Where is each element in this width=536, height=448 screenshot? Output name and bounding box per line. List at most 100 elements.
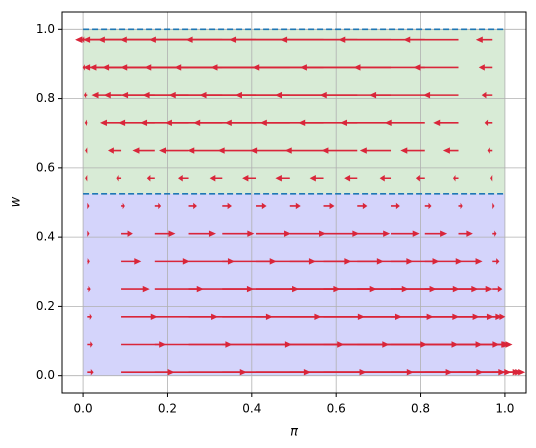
arrow xyxy=(87,341,93,348)
arrow xyxy=(492,285,503,293)
y-tick-label: 0.8 xyxy=(36,91,55,105)
arrow xyxy=(323,258,384,265)
arrow xyxy=(442,147,459,154)
arrow xyxy=(259,119,324,127)
arrow xyxy=(357,258,414,265)
x-tick-label: 0.4 xyxy=(242,402,261,416)
arrow xyxy=(379,175,392,182)
arrow xyxy=(154,285,204,293)
arrow xyxy=(423,91,459,99)
arrow xyxy=(413,64,459,71)
arrow xyxy=(433,119,459,127)
arrow xyxy=(224,119,290,127)
arrow xyxy=(193,119,257,127)
region xyxy=(83,193,505,376)
arrow xyxy=(492,369,512,376)
arrow xyxy=(87,230,90,237)
arrow xyxy=(492,230,497,237)
arrow xyxy=(353,64,425,71)
arrow xyxy=(481,91,493,99)
arrow xyxy=(87,202,90,210)
arrow xyxy=(458,285,493,293)
arrow xyxy=(99,119,122,127)
arrow xyxy=(87,285,91,293)
arrow xyxy=(256,230,292,237)
arrow xyxy=(309,175,324,182)
arrow xyxy=(250,147,290,154)
arrow xyxy=(209,175,223,182)
arrow xyxy=(484,119,493,127)
arrow xyxy=(492,313,506,320)
arrow xyxy=(391,258,440,265)
arrow xyxy=(188,230,216,237)
arrow xyxy=(146,175,155,182)
arrow xyxy=(256,202,267,210)
arrow xyxy=(492,202,495,210)
arrow xyxy=(359,147,392,154)
y-tick-label: 1.0 xyxy=(36,22,55,36)
arrow xyxy=(369,91,425,99)
arrow xyxy=(284,147,324,154)
arrow xyxy=(188,202,197,210)
arrow xyxy=(256,258,316,265)
arrow xyxy=(339,119,392,127)
arrow xyxy=(391,230,420,237)
x-tick-label: 0.2 xyxy=(158,402,177,416)
arrow xyxy=(187,147,223,154)
arrow xyxy=(458,341,513,348)
x-tick-label: 0.6 xyxy=(327,402,346,416)
arrow xyxy=(458,313,503,320)
y-tick-label: 0.4 xyxy=(36,230,55,244)
arrow xyxy=(289,202,301,210)
arrow xyxy=(475,36,493,43)
arrow xyxy=(121,341,167,348)
arrow xyxy=(121,313,158,320)
arrow xyxy=(415,175,425,182)
arrow xyxy=(280,36,392,43)
arrow xyxy=(275,91,358,99)
arrow xyxy=(492,258,500,265)
arrow xyxy=(121,285,150,293)
arrow xyxy=(357,230,391,237)
arrow xyxy=(298,119,358,127)
arrow xyxy=(222,230,255,237)
arrow xyxy=(424,230,448,237)
arrow xyxy=(289,230,327,237)
arrow xyxy=(154,202,162,210)
arrow xyxy=(154,230,176,237)
arrow xyxy=(154,313,219,320)
arrow xyxy=(107,147,122,154)
arrow xyxy=(492,341,509,348)
arrow xyxy=(458,230,473,237)
arrow xyxy=(453,175,459,182)
arrow xyxy=(121,202,125,210)
arrow xyxy=(357,202,368,210)
arrow xyxy=(116,175,122,182)
arrow xyxy=(121,230,133,237)
arrow xyxy=(85,147,88,154)
arrow xyxy=(84,119,88,127)
arrow xyxy=(321,147,358,154)
arrow xyxy=(87,258,90,265)
arrow xyxy=(384,119,425,127)
arrow xyxy=(217,147,257,154)
arrow xyxy=(289,258,352,265)
arrow xyxy=(344,175,358,182)
arrow xyxy=(299,64,392,71)
arrow xyxy=(275,175,290,182)
arrow xyxy=(490,175,493,182)
arrow xyxy=(487,147,493,154)
arrow xyxy=(400,147,425,154)
arrow xyxy=(121,258,142,265)
arrow xyxy=(87,313,92,320)
y-tick-label: 0.2 xyxy=(36,299,55,313)
arrow xyxy=(424,202,432,210)
arrow xyxy=(338,36,425,43)
arrow xyxy=(478,64,493,71)
region xyxy=(83,29,505,194)
arrow xyxy=(85,175,88,182)
arrow xyxy=(458,258,483,265)
plot-frame xyxy=(61,11,527,394)
arrow xyxy=(188,258,235,265)
arrow xyxy=(132,147,155,154)
